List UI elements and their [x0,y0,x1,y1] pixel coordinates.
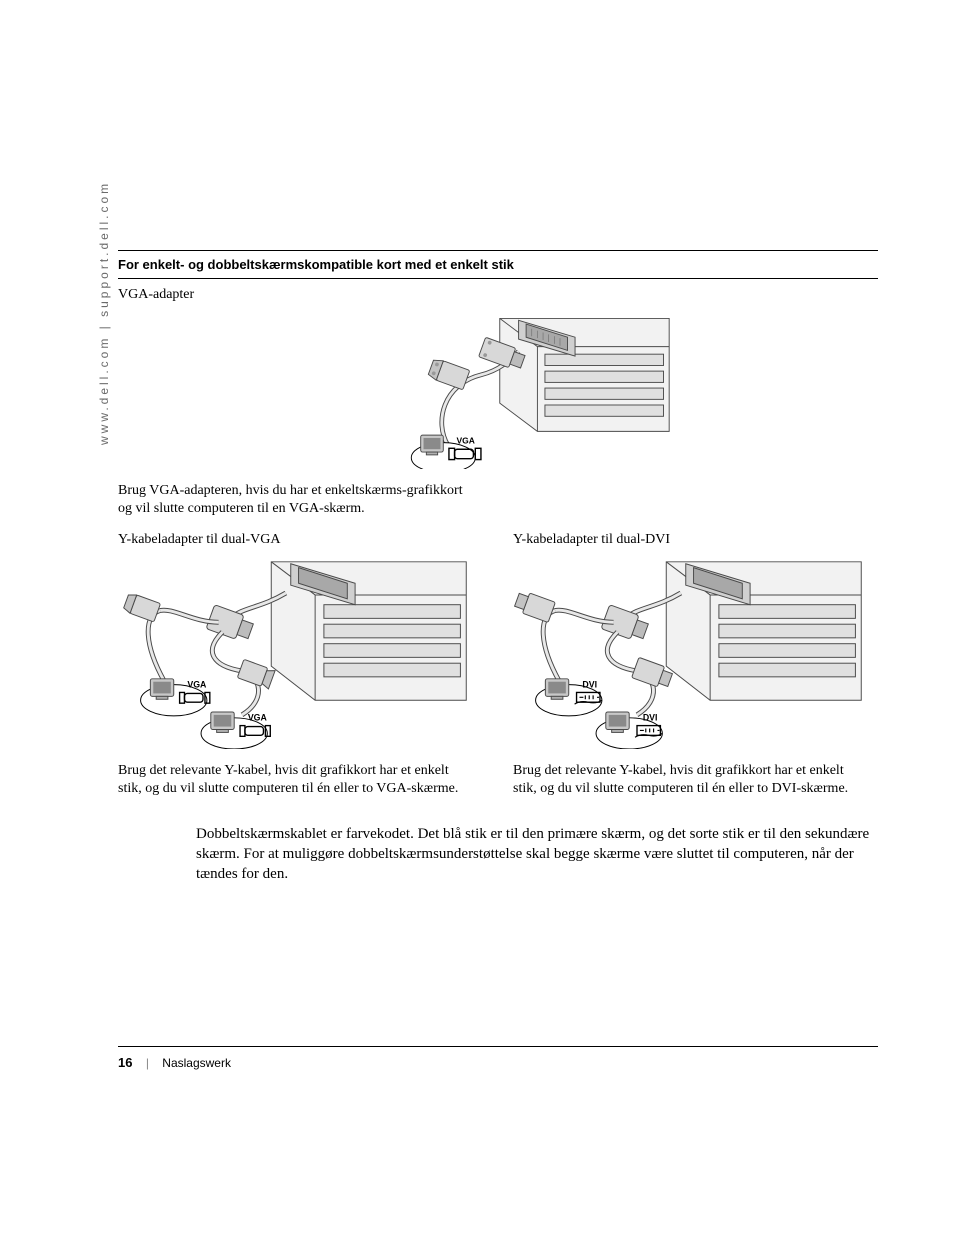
rule-top [118,250,878,251]
dual-dvi-label: Y-kabeladapter til dual-DVI [513,532,878,548]
footer-separator: | [146,1056,149,1070]
page-footer: 16 | Naslagswerk [118,1046,878,1070]
dual-dvi-caption: Brug det relevante Y-kabel, hvis dit gra… [513,762,858,798]
vga-adapter-label: VGA-adapter [118,287,878,303]
page-number: 16 [118,1055,132,1070]
dual-dvi-port1-text: DVI [582,679,597,689]
footer-section: Naslagswerk [162,1056,231,1070]
section-title: For enkelt- og dobbeltskærmskompatible k… [118,257,878,272]
dual-vga-diagram: VGA VGA [118,554,483,749]
dual-vga-label: Y-kabeladapter til dual-VGA [118,532,483,548]
body-paragraph: Dobbeltskærmskablet er farvekodet. Det b… [196,824,878,885]
dual-dvi-port2-text: DVI [643,713,658,723]
dual-vga-port2-text: VGA [248,713,268,723]
vga-adapter-caption: Brug VGA-adapteren, hvis du har et enkel… [118,482,478,518]
side-url-text: www.dell.com | support.dell.com [97,181,111,445]
dual-vga-caption: Brug det relevante Y-kabel, hvis dit gra… [118,762,463,798]
vga-port-text: VGA [456,436,474,446]
rule-bottom [118,278,878,279]
dual-vga-port1-text: VGA [187,679,207,689]
dual-dvi-diagram: DVI DVI [513,554,878,749]
main-content: For enkelt- og dobbeltskærmskompatible k… [118,250,878,884]
vga-adapter-diagram: VGA [148,309,908,469]
